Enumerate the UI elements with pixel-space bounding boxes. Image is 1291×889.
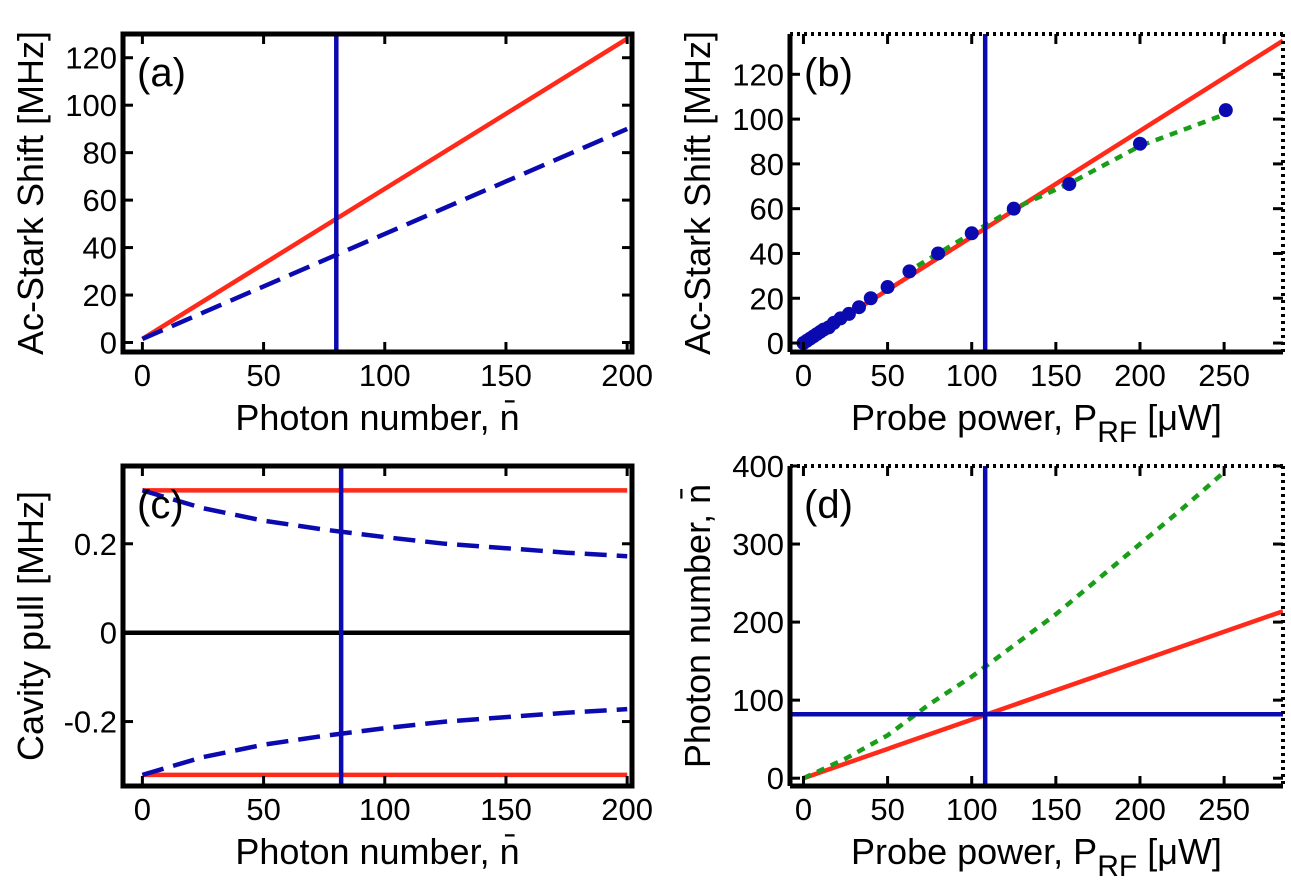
y-tick-label-b-3: 60 [750,192,784,227]
y-tick-label-a-0: 0 [100,326,117,361]
y-tick-label-a-1: 20 [83,278,117,313]
y-tick-label-a-2: 40 [83,231,117,266]
plot-area-c [123,466,632,786]
y-axis-title-c: Cavity pull [MHz] [10,491,51,761]
series-line-d-0 [802,609,1283,781]
series-line-a-0 [141,36,629,341]
y-tick-label-c-2: 0.2 [74,527,117,562]
y-tick-label-d-2: 200 [732,605,784,640]
x-tick-label-a-1: 50 [246,358,280,393]
data-point-b-17 [1006,201,1021,216]
chart-panel-d: 0 50 100 150 200 250 0 100 200 300 400 (d) Probe pow… [677,449,1285,883]
series-line-c-3 [141,488,628,559]
x-axis-title-unit-b: [μW] [1137,397,1222,438]
x-tick-label-d-3: 150 [1030,792,1082,827]
x-axis-title-d: Probe power, PRF [μW] [851,831,1222,883]
data-point-b-14 [902,264,917,279]
y-tick-label-b-5: 100 [732,102,784,137]
y-axis-title-d: Photon number, n̄ [677,484,718,768]
x-tick-label-b-3: 150 [1030,358,1082,393]
panel-label-d: (d) [804,483,853,527]
data-point-b-16 [964,226,979,241]
x-tick-label-c-2: 100 [359,792,411,827]
y-tick-label-a-5: 100 [65,88,117,123]
x-axis-title-a: Photon number, n̄ [235,397,519,438]
y-tick-label-d-1: 100 [732,683,784,718]
y-axis-title-b: Ac-Stark Shift [MHz] [677,31,718,355]
series-line-a-1 [141,126,629,341]
plot-area-d [790,466,1283,786]
y-tick-label-a-6: 120 [65,41,117,76]
x-tick-label-a-3: 150 [480,358,532,393]
x-axis-title-c: Photon number, n̄ [235,831,519,872]
y-tick-label-b-2: 40 [750,236,784,271]
x-tick-label-b-0: 0 [795,358,812,393]
x-tick-label-b-4: 200 [1114,358,1166,393]
y-tick-label-b-4: 80 [750,147,784,182]
y-tick-label-a-3: 60 [83,183,117,218]
chart-panel-c: 0 50 100 150 200 -0.2 0 0.2 (c) Photon number, n̄… [10,463,653,872]
x-tick-label-d-1: 50 [870,792,904,827]
y-tick-label-d-4: 400 [732,449,784,484]
chart-panel-a: 0 50 100 150 200 0 20 40 60 80 100 120 (a) Photon num… [10,31,653,438]
panel-label-c: (c) [137,483,184,527]
y-tick-label-d-3: 300 [732,527,784,562]
x-tick-label-c-4: 200 [601,792,653,827]
x-tick-label-b-2: 100 [946,358,998,393]
x-tick-label-a-4: 200 [601,358,653,393]
y-tick-label-d-0: 0 [767,761,784,796]
x-tick-label-c-3: 150 [480,792,532,827]
series-line-d-1 [802,470,1226,781]
series-line-c-4 [141,706,628,778]
x-tick-label-b-1: 50 [870,358,904,393]
x-tick-label-d-2: 100 [946,792,998,827]
x-tick-label-b-5: 250 [1198,358,1250,393]
x-axis-title-unit-d: [μW] [1137,831,1222,872]
data-point-b-18 [1062,177,1077,192]
x-tick-label-d-0: 0 [795,792,812,827]
panel-label-a: (a) [137,51,186,95]
y-tick-label-c-1: 0 [100,616,117,651]
x-tick-label-a-2: 100 [359,358,411,393]
y-tick-label-a-4: 80 [83,136,117,171]
panel-label-b: (b) [804,51,853,95]
data-point-b-13 [880,280,895,295]
y-tick-label-c-0: -0.2 [64,705,117,740]
frame-a [120,31,635,355]
x-tick-label-c-0: 0 [134,792,151,827]
x-tick-label-d-4: 200 [1114,792,1166,827]
chart-panel-b: 0 50 100 150 200 250 0 20 40 60 80 100 120 (b) Probe p… [677,31,1285,449]
y-tick-label-b-0: 0 [767,326,784,361]
x-axis-title-sub-b: RF [1097,416,1137,449]
y-tick-label-b-6: 120 [732,57,784,92]
x-tick-label-c-1: 50 [246,792,280,827]
y-axis-title-a: Ac-Stark Shift [MHz] [10,31,51,355]
frame-c [120,463,635,789]
data-point-b-20 [1218,103,1233,118]
data-point-b-12 [863,291,878,306]
y-tick-label-b-1: 20 [750,281,784,316]
x-axis-title-b: Probe power, PRF [μW] [851,397,1222,449]
data-point-b-10 [841,306,856,321]
x-axis-title-sub-d: RF [1097,850,1137,883]
data-point-b-11 [851,300,866,315]
data-point-b-19 [1132,136,1147,151]
x-tick-label-a-0: 0 [134,358,151,393]
plot-area-b [796,34,1283,352]
data-point-b-15 [931,246,946,261]
x-tick-label-d-5: 250 [1198,792,1250,827]
plot-area-a [141,34,629,352]
